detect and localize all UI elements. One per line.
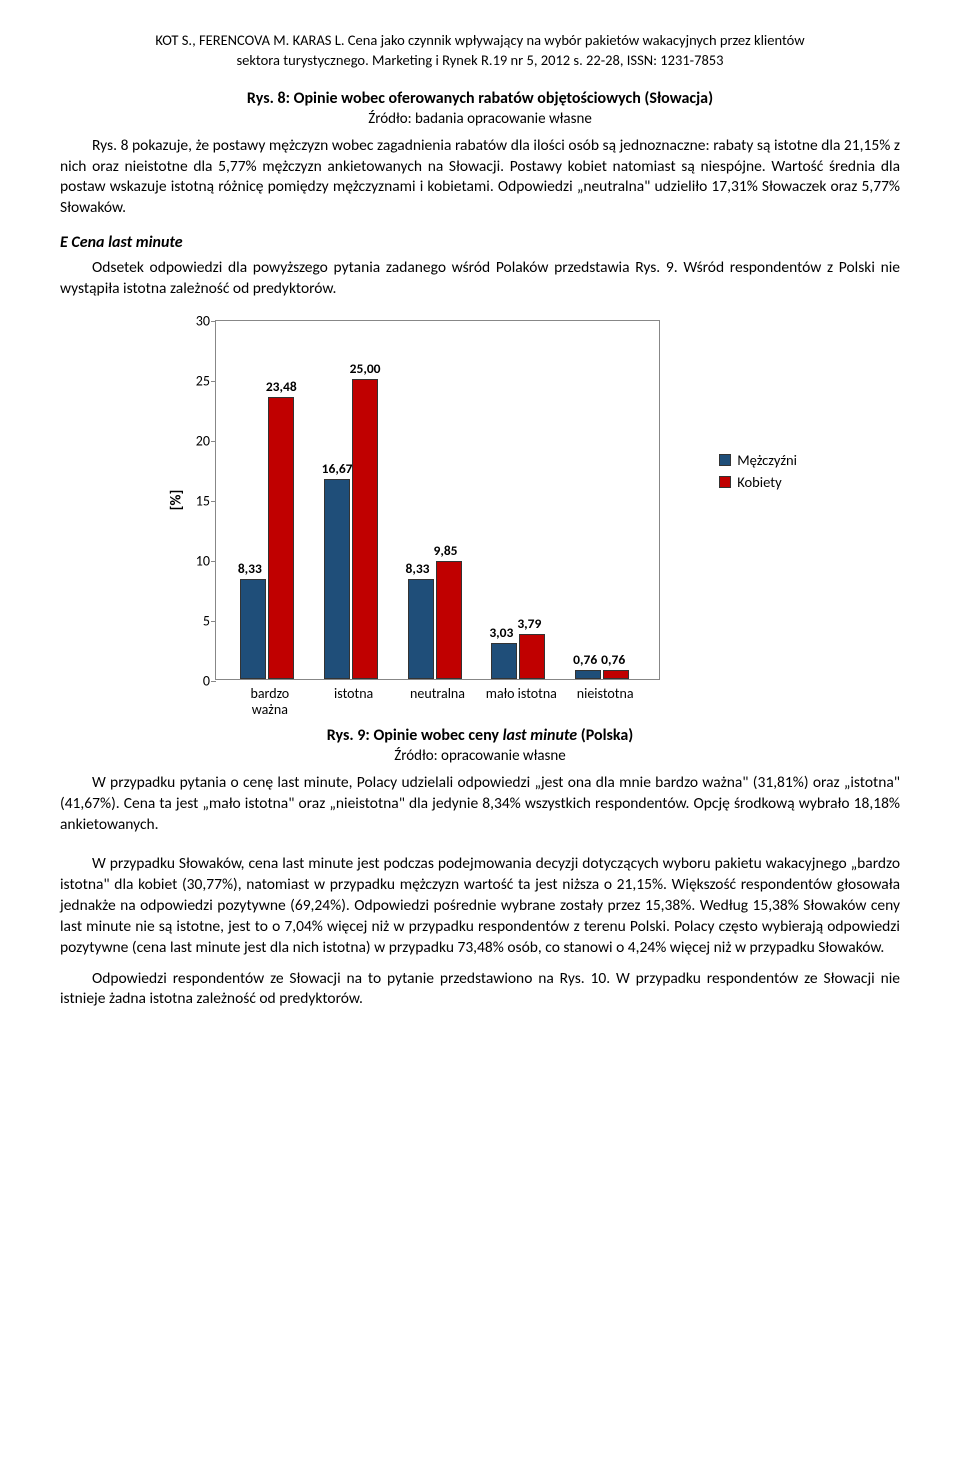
legend-swatch xyxy=(719,454,731,466)
ytick-mark xyxy=(211,381,216,382)
x-category-label: neutralna xyxy=(410,686,465,702)
ytick-mark xyxy=(211,681,216,682)
paragraph-4: W przypadku Słowaków, cena last minute j… xyxy=(60,854,900,959)
bar-value-label: 16,67 xyxy=(322,460,353,477)
bar xyxy=(436,561,462,679)
fig9-source: Źródło: opracowanie własne xyxy=(60,747,900,765)
paragraph-1: Rys. 8 pokazuje, że postawy mężczyzn wob… xyxy=(60,136,900,220)
bar-value-label: 0,76 xyxy=(601,651,625,668)
bar xyxy=(603,670,629,679)
citation-header: KOT S., FERENCOVA M. KARAS L. Cena jako … xyxy=(60,30,900,71)
bar-chart: [%] Mężczyźni Kobiety 0510152025308,3323… xyxy=(160,320,800,680)
bar-value-label: 3,79 xyxy=(517,615,541,632)
citation-line1: KOT S., FERENCOVA M. KARAS L. Cena jako … xyxy=(155,31,804,49)
legend-row: Mężczyźni xyxy=(719,451,797,469)
bar xyxy=(352,379,378,679)
bar xyxy=(324,479,350,679)
x-category-label: istotna xyxy=(334,686,373,702)
bar-value-label: 23,48 xyxy=(266,378,297,395)
paragraph-3: W przypadku pytania o cenę last minute, … xyxy=(60,773,900,836)
y-axis-label: [%] xyxy=(167,490,185,511)
x-category-label: bardzoważna xyxy=(250,686,289,718)
fig8-title: Rys. 8: Opinie wobec oferowanych rabatów… xyxy=(60,89,900,108)
bar xyxy=(408,579,434,679)
x-category-label: mało istotna xyxy=(486,686,557,702)
ytick-label: 0 xyxy=(184,673,210,690)
legend-label: Mężczyźni xyxy=(737,451,797,469)
legend-label: Kobiety xyxy=(737,473,781,491)
bar xyxy=(519,634,545,679)
bar-value-label: 9,85 xyxy=(434,542,458,559)
section-e-heading: E Cena last minute xyxy=(60,233,900,252)
x-category-label: nieistotna xyxy=(577,686,634,702)
ytick-mark xyxy=(211,621,216,622)
legend-swatch xyxy=(719,476,731,488)
paragraph-5: Odpowiedzi respondentów ze Słowacji na t… xyxy=(60,969,900,1011)
bar xyxy=(240,579,266,679)
ytick-mark xyxy=(211,501,216,502)
ytick-label: 10 xyxy=(184,553,210,570)
ytick-label: 25 xyxy=(184,373,210,390)
ytick-label: 20 xyxy=(184,433,210,450)
bar-value-label: 25,00 xyxy=(350,360,381,377)
plot-area: [%] Mężczyźni Kobiety 0510152025308,3323… xyxy=(215,320,660,680)
ytick-mark xyxy=(211,441,216,442)
chart-legend: Mężczyźni Kobiety xyxy=(719,451,797,495)
fig9-title-prefix: Rys. 9: Opinie wobec ceny xyxy=(327,726,503,745)
ytick-mark xyxy=(211,321,216,322)
ytick-label: 15 xyxy=(184,493,210,510)
fig8-source: Źródło: badania opracowanie własne xyxy=(60,110,900,128)
bar xyxy=(491,643,517,679)
fig9-title-italic: last minute xyxy=(503,726,578,745)
bar xyxy=(268,397,294,679)
fig9-title-suffix: (Polska) xyxy=(577,726,633,745)
legend-row: Kobiety xyxy=(719,473,797,491)
fig9-title: Rys. 9: Opinie wobec ceny last minute (P… xyxy=(60,726,900,745)
bar-value-label: 0,76 xyxy=(573,651,597,668)
bar-value-label: 8,33 xyxy=(238,560,262,577)
bar xyxy=(575,670,601,679)
citation-line2: sektora turystycznego. Marketing i Rynek… xyxy=(236,51,723,69)
ytick-label: 30 xyxy=(184,313,210,330)
ytick-label: 5 xyxy=(184,613,210,630)
bar-value-label: 8,33 xyxy=(406,560,430,577)
bar-value-label: 3,03 xyxy=(489,624,513,641)
ytick-mark xyxy=(211,561,216,562)
paragraph-2: Odsetek odpowiedzi dla powyższego pytani… xyxy=(60,258,900,300)
